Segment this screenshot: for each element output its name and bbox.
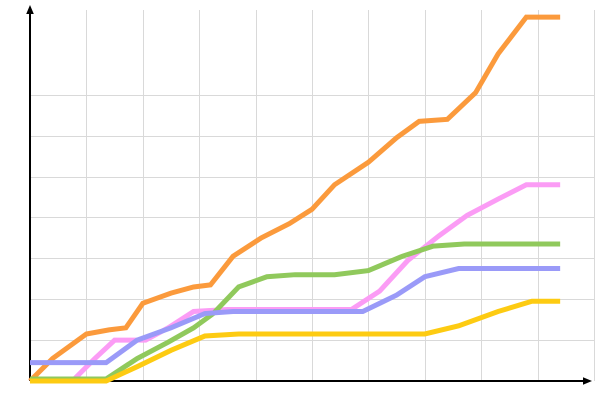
series-green-series <box>30 241 561 382</box>
y-axis-arrow-icon <box>26 5 34 14</box>
vertical-gridlines <box>30 10 595 381</box>
series-pink-series <box>30 182 561 384</box>
series-purple-series <box>30 266 561 366</box>
series-yellow-series <box>30 298 561 384</box>
series-orange-series <box>28 14 561 383</box>
x-axis-arrow-icon <box>583 377 592 385</box>
series-layer <box>28 14 561 384</box>
